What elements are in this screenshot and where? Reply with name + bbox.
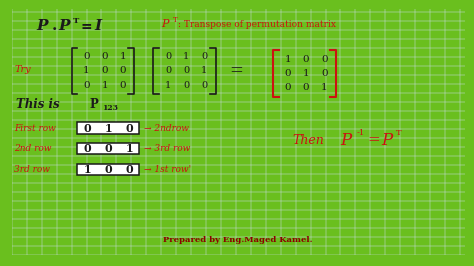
Text: Prepared by Eng.Maged Kamel.: Prepared by Eng.Maged Kamel.	[164, 236, 313, 244]
Text: 0: 0	[183, 81, 189, 90]
Bar	[77, 164, 138, 175]
Text: 0: 0	[83, 123, 91, 134]
Text: 0: 0	[125, 123, 133, 134]
Text: 3rd row: 3rd row	[14, 165, 50, 174]
Text: 0: 0	[101, 66, 108, 75]
Text: 1: 1	[125, 143, 133, 154]
Text: P: P	[340, 132, 351, 149]
Text: 1: 1	[285, 55, 292, 64]
Text: 0: 0	[104, 164, 112, 175]
Text: P: P	[37, 19, 48, 33]
Text: This is: This is	[17, 98, 60, 111]
Text: 0: 0	[119, 66, 126, 75]
Text: 0: 0	[83, 143, 91, 154]
Text: 0: 0	[285, 83, 292, 92]
Text: I: I	[94, 19, 101, 33]
Text: 0: 0	[303, 83, 310, 92]
Text: =: =	[229, 62, 243, 79]
Text: =: =	[367, 134, 380, 148]
Text: 0: 0	[321, 69, 328, 78]
Text: 0: 0	[201, 81, 207, 90]
Text: 1: 1	[183, 52, 189, 61]
Text: 123: 123	[102, 104, 118, 112]
Text: 0: 0	[183, 66, 189, 75]
Text: .: .	[52, 19, 57, 33]
Text: 1: 1	[201, 66, 207, 75]
Bar	[77, 143, 138, 155]
Text: First row: First row	[14, 124, 56, 133]
Text: 0: 0	[119, 81, 126, 90]
Text: Then: Then	[292, 134, 324, 147]
Text: 0: 0	[285, 69, 292, 78]
Text: P: P	[381, 132, 392, 149]
Text: P: P	[90, 98, 99, 111]
Text: → 2ndrow: → 2ndrow	[144, 124, 189, 133]
Text: Try: Try	[14, 65, 31, 74]
Text: 0: 0	[303, 55, 310, 64]
Text: T: T	[396, 129, 401, 137]
Text: 0: 0	[165, 52, 171, 61]
Text: 1: 1	[119, 52, 126, 61]
Text: 1: 1	[83, 66, 90, 75]
Text: 1: 1	[303, 69, 310, 78]
Text: : Transpose of permutation matrix: : Transpose of permutation matrix	[178, 20, 337, 29]
Text: T: T	[73, 17, 79, 25]
Text: → 3rd row: → 3rd row	[144, 144, 191, 153]
Text: P: P	[58, 19, 70, 33]
Text: 0: 0	[165, 66, 171, 75]
Text: 0: 0	[201, 52, 207, 61]
Text: 1: 1	[321, 83, 328, 92]
Text: 2nd row: 2nd row	[14, 144, 52, 153]
Text: -1: -1	[357, 129, 365, 137]
Text: → 1st row': → 1st row'	[144, 165, 191, 174]
Text: =: =	[81, 20, 92, 34]
Text: 0: 0	[101, 52, 108, 61]
Text: 1: 1	[101, 81, 108, 90]
Text: P: P	[161, 19, 169, 29]
Bar	[77, 122, 138, 134]
Text: T: T	[173, 16, 177, 24]
Text: 1: 1	[104, 123, 112, 134]
Text: 0: 0	[83, 81, 90, 90]
Text: 0: 0	[125, 164, 133, 175]
Text: 0: 0	[104, 143, 112, 154]
Text: 1: 1	[83, 164, 91, 175]
Text: 0: 0	[321, 55, 328, 64]
Text: 1: 1	[165, 81, 171, 90]
Text: 0: 0	[83, 52, 90, 61]
